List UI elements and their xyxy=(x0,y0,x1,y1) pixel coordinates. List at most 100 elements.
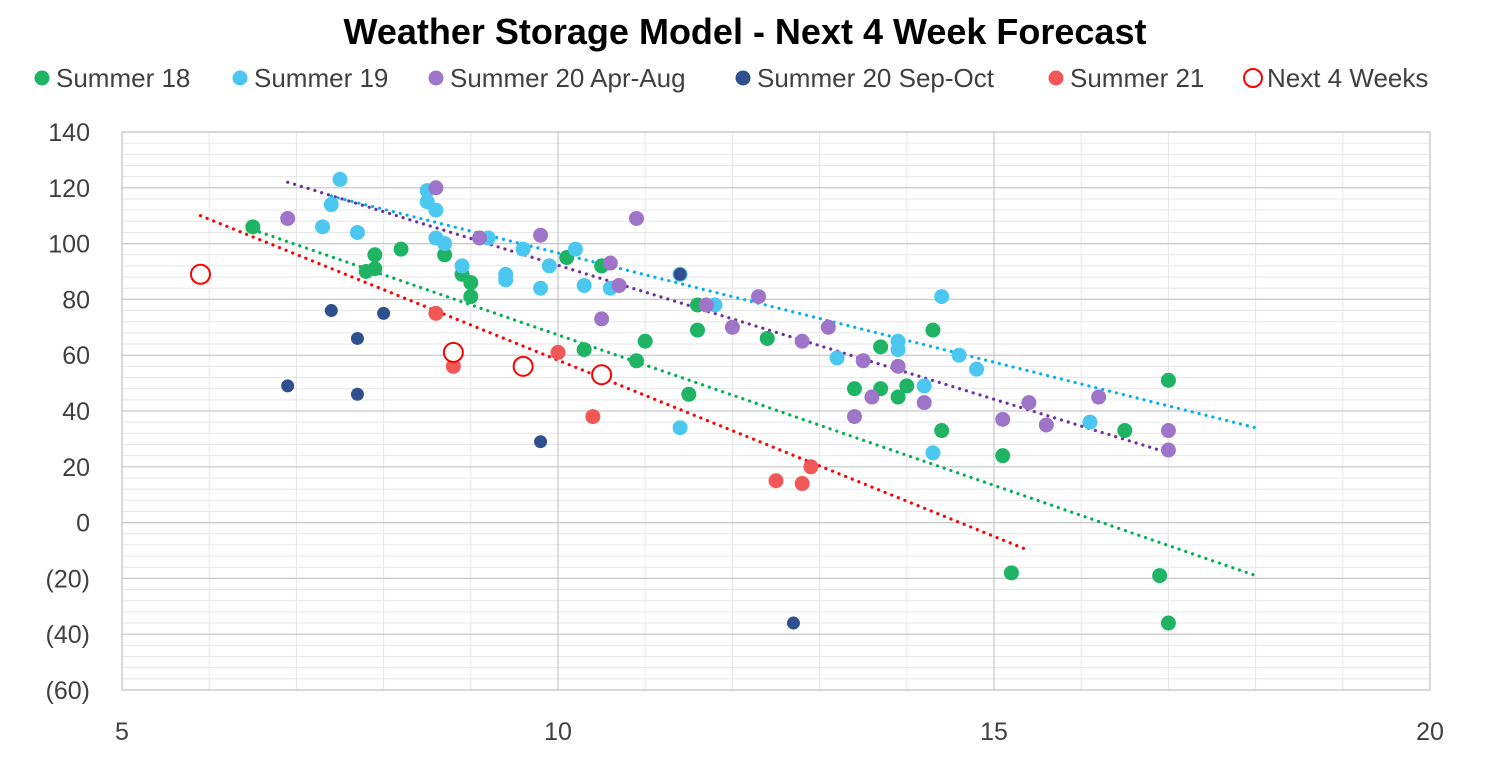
data-point-summer-20-apr-aug xyxy=(472,230,488,246)
data-point-summer-18 xyxy=(367,261,383,277)
data-point-summer-19 xyxy=(515,241,531,257)
data-point-summer-20-sep-oct xyxy=(324,304,338,318)
data-point-summer-20-apr-aug xyxy=(1160,423,1176,439)
data-point-summer-21 xyxy=(445,358,461,374)
data-point-summer-18 xyxy=(681,386,697,402)
x-tick-label: 5 xyxy=(115,718,129,746)
legend-label: Summer 18 xyxy=(56,63,190,93)
axes: (60) (40) (20) 0 20 40 60 80 100 120 140 5 10 15 20 xyxy=(46,119,1444,746)
data-point-summer-19 xyxy=(437,236,453,252)
data-point-summer-19 xyxy=(916,378,932,394)
data-point-summer-19 xyxy=(454,258,470,274)
data-point-summer-19 xyxy=(672,420,688,436)
data-point-summer-18 xyxy=(1160,615,1176,631)
x-tick-label: 15 xyxy=(980,718,1008,746)
y-tick-label: 20 xyxy=(62,454,90,482)
data-point-summer-20-sep-oct xyxy=(534,435,548,449)
data-point-summer-20-apr-aug xyxy=(890,358,906,374)
data-point-summer-19 xyxy=(890,342,906,358)
grid xyxy=(121,131,1431,691)
data-point-summer-21 xyxy=(550,344,566,360)
y-tick-label: 40 xyxy=(62,398,90,426)
data-point-summer-20-apr-aug xyxy=(855,353,871,369)
data-point-next-4-weeks xyxy=(591,364,613,386)
legend-marker xyxy=(428,70,444,86)
data-point-summer-21 xyxy=(768,473,784,489)
data-point-summer-20-apr-aug xyxy=(280,210,296,226)
data-point-summer-18 xyxy=(576,342,592,358)
data-point-summer-20-apr-aug xyxy=(1091,389,1107,405)
data-point-summer-18 xyxy=(367,247,383,263)
legend-marker xyxy=(232,70,248,86)
legend-label: Summer 20 Apr-Aug xyxy=(450,63,686,93)
data-point-summer-19 xyxy=(934,289,950,305)
y-tick-label: 60 xyxy=(62,342,90,370)
plot-area-border xyxy=(121,131,1431,691)
trendlines xyxy=(198,180,1258,578)
data-point-summer-19 xyxy=(969,361,985,377)
data-point-summer-20-sep-oct xyxy=(350,331,364,345)
data-point-summer-20-apr-aug xyxy=(751,289,767,305)
data-point-summer-20-apr-aug xyxy=(1021,395,1037,411)
y-tick-label: 140 xyxy=(48,119,90,147)
data-point-summer-20-apr-aug xyxy=(1160,442,1176,458)
legend-marker xyxy=(1048,70,1064,86)
legend-label: Next 4 Weeks xyxy=(1267,63,1428,93)
data-point-next-4-weeks xyxy=(189,263,211,285)
x-tick-label: 10 xyxy=(544,718,572,746)
data-point-summer-18 xyxy=(690,322,706,338)
data-point-summer-20-sep-oct xyxy=(377,306,391,320)
data-point-summer-19 xyxy=(576,277,592,293)
data-point-summer-20-apr-aug xyxy=(428,180,444,196)
data-point-summer-20-apr-aug xyxy=(602,255,618,271)
data-point-summer-18 xyxy=(759,330,775,346)
y-tick-label: (60) xyxy=(46,677,90,705)
data-points xyxy=(189,171,1176,631)
data-point-summer-20-apr-aug xyxy=(794,333,810,349)
data-point-summer-20-apr-aug xyxy=(846,409,862,425)
data-point-summer-18 xyxy=(995,448,1011,464)
data-point-summer-20-apr-aug xyxy=(611,277,627,293)
data-point-summer-18 xyxy=(393,241,409,257)
data-point-summer-18 xyxy=(1152,568,1168,584)
data-point-summer-19 xyxy=(567,241,583,257)
data-point-summer-20-apr-aug xyxy=(628,210,644,226)
data-point-summer-20-apr-aug xyxy=(724,319,740,335)
data-point-summer-21 xyxy=(585,409,601,425)
data-point-summer-19 xyxy=(498,272,514,288)
legend-marker xyxy=(735,70,751,86)
data-point-summer-18 xyxy=(437,247,453,263)
y-tick-label: (20) xyxy=(46,565,90,593)
legend-marker xyxy=(1243,68,1263,88)
data-point-summer-20-sep-oct xyxy=(281,379,295,393)
legend-label: Summer 19 xyxy=(254,63,388,93)
x-tick-label: 20 xyxy=(1416,718,1444,746)
data-point-summer-20-apr-aug xyxy=(594,311,610,327)
data-point-summer-18 xyxy=(463,275,479,291)
y-tick-label: 100 xyxy=(48,231,90,259)
chart-title: Weather Storage Model - Next 4 Week Fore… xyxy=(344,11,1147,52)
data-point-summer-19 xyxy=(349,224,365,240)
data-point-summer-18 xyxy=(934,423,950,439)
data-point-summer-18 xyxy=(628,353,644,369)
data-point-summer-19 xyxy=(332,171,348,187)
data-point-summer-19 xyxy=(1082,414,1098,430)
legend-label: Summer 21 xyxy=(1070,63,1204,93)
data-point-next-4-weeks xyxy=(512,355,534,377)
data-point-summer-18 xyxy=(1117,423,1133,439)
data-point-summer-20-apr-aug xyxy=(533,227,549,243)
data-point-summer-20-apr-aug xyxy=(820,319,836,335)
trendline xyxy=(198,214,1031,553)
trendline xyxy=(251,228,1258,578)
data-point-summer-20-apr-aug xyxy=(1038,417,1054,433)
legend: Summer 18 Summer 19 Summer 20 Apr-Aug Summe… xyxy=(34,63,1428,93)
data-point-summer-20-sep-oct xyxy=(786,616,800,630)
data-point-summer-20-sep-oct xyxy=(350,387,364,401)
data-point-summer-18 xyxy=(925,322,941,338)
data-point-summer-20-apr-aug xyxy=(916,395,932,411)
data-point-summer-21 xyxy=(803,459,819,475)
data-point-summer-20-sep-oct xyxy=(673,267,687,281)
data-point-summer-19 xyxy=(951,347,967,363)
trendline xyxy=(329,194,1258,430)
